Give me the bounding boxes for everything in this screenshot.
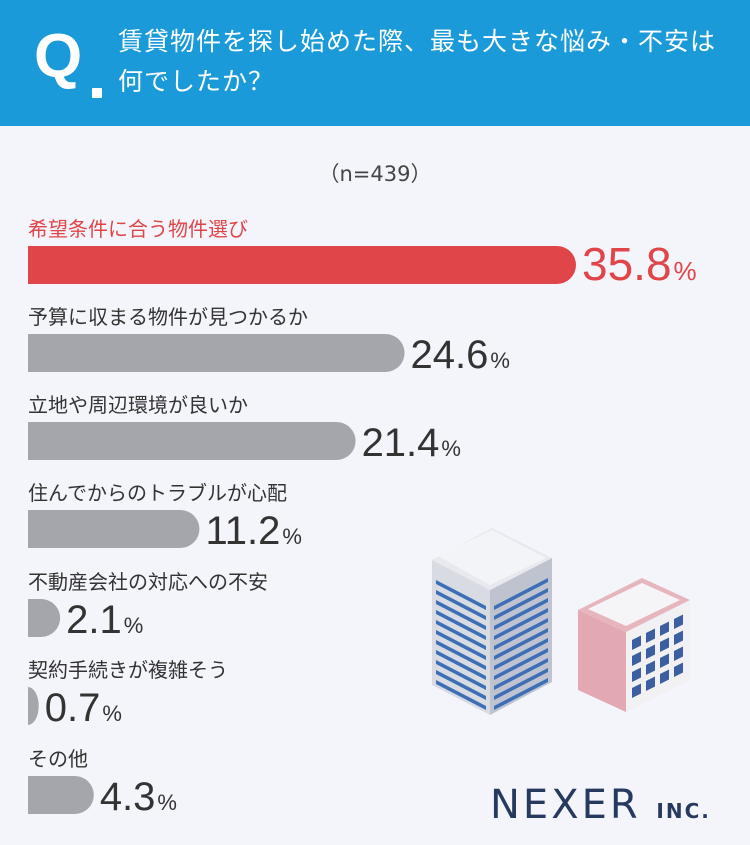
logo-name: NEXER: [490, 782, 641, 828]
value-label: 11.2%: [205, 509, 301, 553]
value-label: 4.3%: [100, 775, 177, 819]
bar: [28, 687, 39, 725]
category-label: 立地や周辺環境が良いか: [28, 393, 248, 417]
category-label: その他: [28, 747, 88, 771]
question-text: 賃貸物件を探し始めた際、最も大きな悩み・不安は何でしたか？: [118, 27, 717, 96]
bar: [28, 334, 405, 372]
value-label: 21.4%: [362, 421, 461, 465]
value-label: 0.7%: [45, 686, 122, 730]
category-label: 契約手続きが複雑そう: [28, 658, 228, 682]
value-label: 35.8%: [582, 238, 697, 290]
value-label: 24.6%: [411, 333, 510, 377]
category-label: 不動産会社の対応への不安: [28, 570, 268, 594]
bar: [28, 510, 200, 548]
sample-size: （n=439）: [318, 162, 432, 186]
category-label: 予算に収まる物件が見つかるか: [28, 305, 308, 329]
bar: [28, 246, 576, 284]
bar: [28, 776, 94, 814]
logo-suffix: INC.: [656, 799, 711, 823]
category-label: 住んでからのトラブルが心配: [28, 481, 287, 505]
category-label: 希望条件に合う物件選び: [28, 217, 248, 241]
question-header: Q 賃貸物件を探し始めた際、最も大きな悩み・不安は何でしたか？: [0, 0, 750, 126]
q-mark: Q: [34, 22, 83, 91]
value-label: 2.1%: [66, 598, 143, 642]
nexer-logo: NEXER INC.: [490, 782, 711, 828]
q-dot: [92, 88, 102, 98]
bar: [28, 422, 356, 460]
bar: [28, 599, 61, 637]
building-illustration: [432, 528, 690, 715]
